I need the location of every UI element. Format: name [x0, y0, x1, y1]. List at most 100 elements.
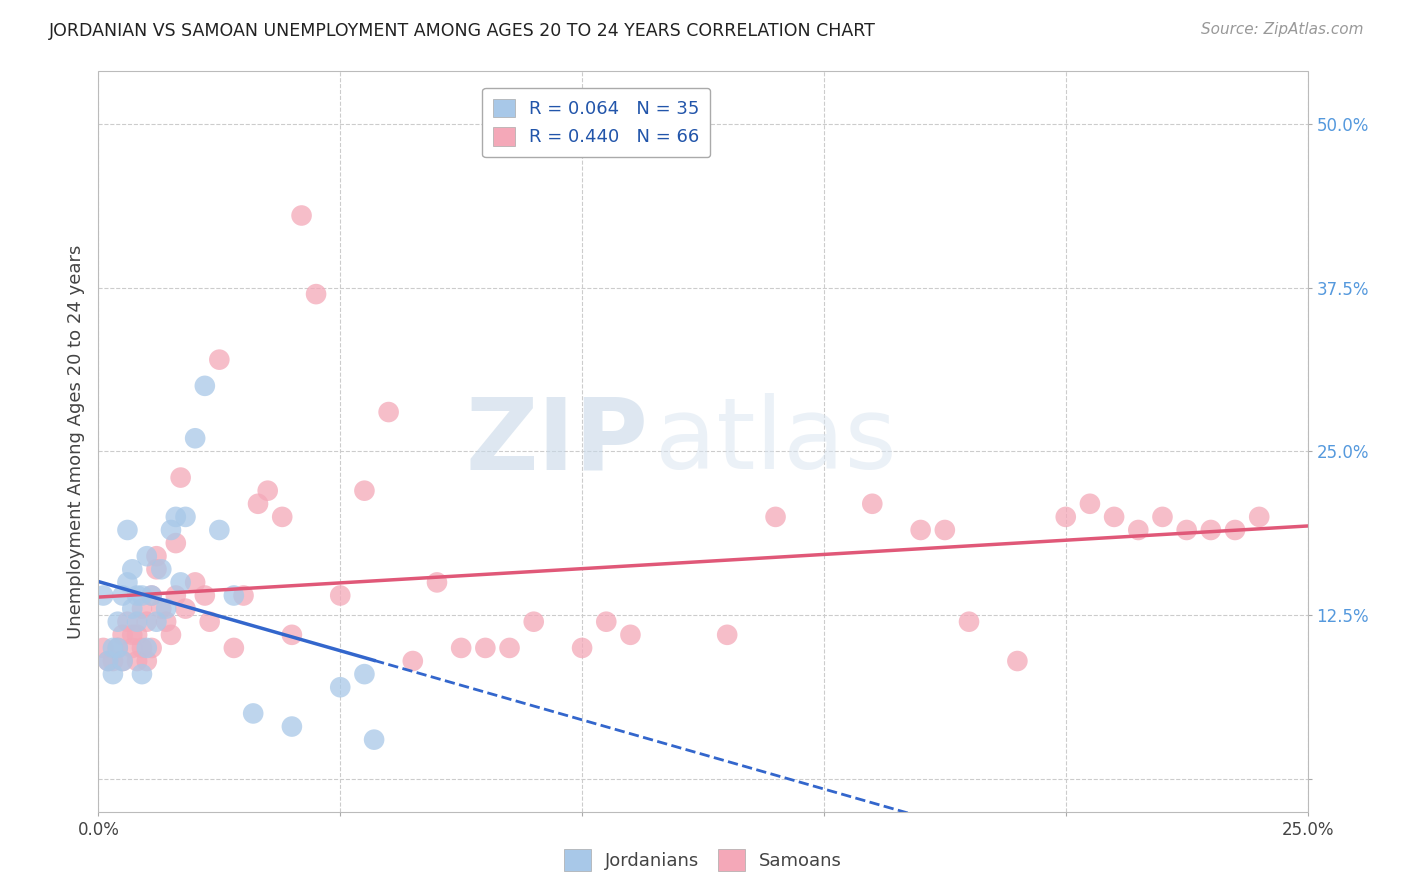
Point — [160, 523, 183, 537]
Point — [184, 575, 207, 590]
Point — [135, 615, 157, 629]
Point — [765, 509, 787, 524]
Point — [117, 615, 139, 629]
Point — [131, 601, 153, 615]
Point — [131, 667, 153, 681]
Point — [145, 562, 167, 576]
Point — [910, 523, 932, 537]
Point — [127, 628, 149, 642]
Point — [141, 589, 163, 603]
Point — [1152, 509, 1174, 524]
Point — [135, 549, 157, 564]
Point — [329, 589, 352, 603]
Text: Source: ZipAtlas.com: Source: ZipAtlas.com — [1201, 22, 1364, 37]
Point — [97, 654, 120, 668]
Point — [305, 287, 328, 301]
Point — [208, 352, 231, 367]
Point — [160, 628, 183, 642]
Point — [165, 589, 187, 603]
Point — [135, 654, 157, 668]
Point — [117, 523, 139, 537]
Point — [426, 575, 449, 590]
Point — [111, 654, 134, 668]
Point — [571, 640, 593, 655]
Point — [184, 431, 207, 445]
Point — [208, 523, 231, 537]
Point — [127, 654, 149, 668]
Point — [934, 523, 956, 537]
Point — [232, 589, 254, 603]
Point — [107, 640, 129, 655]
Point — [131, 589, 153, 603]
Y-axis label: Unemployment Among Ages 20 to 24 years: Unemployment Among Ages 20 to 24 years — [66, 244, 84, 639]
Point — [127, 589, 149, 603]
Point — [198, 615, 221, 629]
Point — [957, 615, 980, 629]
Point — [145, 549, 167, 564]
Point — [101, 640, 124, 655]
Point — [91, 589, 114, 603]
Point — [101, 654, 124, 668]
Point — [716, 628, 738, 642]
Point — [165, 509, 187, 524]
Point — [353, 483, 375, 498]
Point — [498, 640, 520, 655]
Point — [145, 615, 167, 629]
Point — [402, 654, 425, 668]
Point — [127, 615, 149, 629]
Point — [222, 640, 245, 655]
Point — [97, 654, 120, 668]
Point — [329, 680, 352, 694]
Point — [91, 640, 114, 655]
Legend: Jordanians, Samoans: Jordanians, Samoans — [557, 842, 849, 879]
Point — [141, 589, 163, 603]
Legend: R = 0.064   N = 35, R = 0.440   N = 66: R = 0.064 N = 35, R = 0.440 N = 66 — [482, 87, 710, 157]
Point — [242, 706, 264, 721]
Point — [107, 640, 129, 655]
Point — [121, 601, 143, 615]
Point — [1223, 523, 1246, 537]
Point — [1078, 497, 1101, 511]
Point — [256, 483, 278, 498]
Point — [1128, 523, 1150, 537]
Point — [450, 640, 472, 655]
Point — [155, 615, 177, 629]
Point — [131, 640, 153, 655]
Point — [1007, 654, 1029, 668]
Point — [271, 509, 294, 524]
Point — [150, 562, 173, 576]
Text: atlas: atlas — [655, 393, 896, 490]
Point — [523, 615, 546, 629]
Point — [135, 640, 157, 655]
Point — [1199, 523, 1222, 537]
Point — [121, 562, 143, 576]
Point — [121, 628, 143, 642]
Point — [353, 667, 375, 681]
Point — [281, 628, 304, 642]
Point — [169, 575, 191, 590]
Point — [194, 379, 217, 393]
Point — [101, 667, 124, 681]
Point — [111, 589, 134, 603]
Point — [107, 615, 129, 629]
Point — [111, 654, 134, 668]
Point — [595, 615, 617, 629]
Point — [150, 601, 173, 615]
Point — [377, 405, 399, 419]
Point — [860, 497, 883, 511]
Point — [290, 209, 312, 223]
Point — [1054, 509, 1077, 524]
Point — [117, 575, 139, 590]
Point — [363, 732, 385, 747]
Point — [222, 589, 245, 603]
Point — [194, 589, 217, 603]
Point — [619, 628, 641, 642]
Text: JORDANIAN VS SAMOAN UNEMPLOYMENT AMONG AGES 20 TO 24 YEARS CORRELATION CHART: JORDANIAN VS SAMOAN UNEMPLOYMENT AMONG A… — [49, 22, 876, 40]
Point — [1102, 509, 1125, 524]
Point — [111, 628, 134, 642]
Point — [169, 470, 191, 484]
Point — [1249, 509, 1271, 524]
Point — [121, 640, 143, 655]
Point — [247, 497, 270, 511]
Point — [155, 601, 177, 615]
